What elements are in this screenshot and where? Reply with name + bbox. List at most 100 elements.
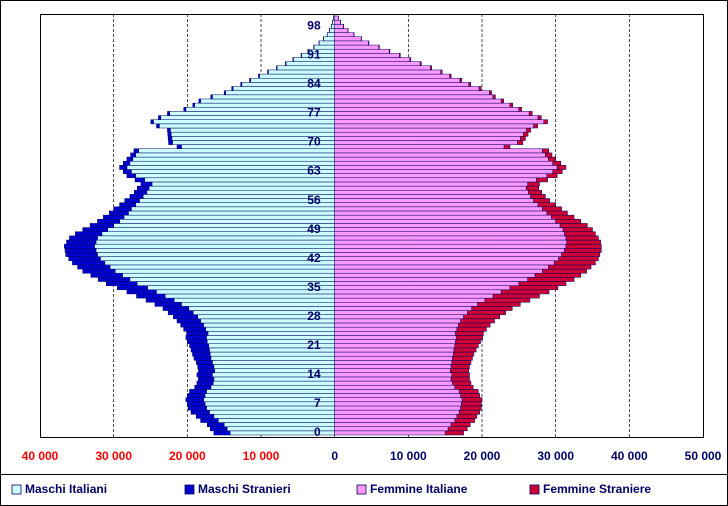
bar (334, 405, 461, 411)
bar (122, 272, 335, 278)
bar (119, 165, 128, 170)
x-tick-label: 40 000 (611, 449, 648, 463)
bar (334, 32, 355, 37)
bar (334, 318, 461, 324)
bar (132, 156, 335, 162)
bar (453, 351, 475, 357)
bar (241, 82, 335, 87)
bar (334, 401, 462, 407)
bar (72, 260, 106, 266)
bar (334, 48, 390, 54)
bar (334, 82, 469, 87)
bar (334, 351, 454, 357)
bar (500, 289, 550, 295)
bar (209, 351, 335, 357)
bar (460, 405, 482, 411)
bar (528, 111, 533, 116)
bar (162, 306, 190, 311)
bar (388, 48, 391, 54)
bar (334, 115, 539, 120)
bar (460, 318, 495, 324)
bar (187, 405, 207, 411)
bar (334, 360, 453, 365)
bar (334, 219, 556, 224)
bar (334, 389, 460, 394)
bar (334, 322, 459, 328)
legend-swatch (356, 484, 367, 495)
bar (430, 65, 433, 71)
bar (503, 144, 511, 150)
y-tick-label: 56 (307, 193, 321, 207)
bar (492, 94, 496, 100)
bar (334, 301, 478, 307)
x-tick-label: 20 000 (169, 449, 206, 463)
bar (518, 281, 567, 286)
bar (334, 131, 524, 137)
bar (198, 368, 215, 374)
bar (559, 223, 588, 228)
bar (561, 252, 601, 257)
bar (64, 243, 95, 249)
bar (183, 107, 187, 112)
bar (194, 384, 212, 390)
bar (334, 202, 539, 208)
bar (231, 86, 234, 91)
bar (168, 140, 173, 145)
bar (276, 65, 278, 71)
bar (89, 223, 114, 228)
bar (334, 260, 555, 266)
bar (334, 148, 543, 154)
bar (95, 248, 335, 253)
bar (158, 115, 162, 120)
bar (489, 90, 492, 96)
bar (213, 430, 231, 436)
x-tick-label: 30 000 (537, 449, 574, 463)
bar (104, 260, 335, 266)
bar (527, 181, 540, 187)
bar (151, 181, 335, 187)
bar (334, 281, 520, 286)
bar (334, 243, 567, 249)
bar (334, 77, 461, 83)
bar (455, 335, 483, 340)
bar (187, 393, 206, 398)
bar (109, 264, 335, 270)
bar (167, 111, 170, 116)
bar (135, 173, 335, 179)
bar (334, 177, 537, 183)
x-tick-label: 10 000 (243, 449, 280, 463)
bar (334, 310, 468, 315)
bar (129, 194, 144, 199)
bar (334, 364, 452, 369)
y-tick-label: 14 (307, 367, 321, 381)
bar (210, 384, 335, 390)
bar (200, 98, 335, 104)
legend-swatch (184, 484, 195, 495)
bar (334, 285, 511, 291)
x-tick-label: 40 000 (22, 449, 59, 463)
bar (332, 19, 335, 25)
bar (450, 422, 471, 427)
bar (456, 326, 487, 332)
bar (134, 177, 145, 183)
bar (455, 339, 481, 344)
bar (323, 36, 335, 42)
y-tick-label: 84 (307, 77, 321, 91)
bar (240, 82, 243, 87)
y-tick-label: 28 (307, 309, 321, 323)
bar (167, 136, 173, 141)
bar (135, 202, 335, 208)
bar (164, 293, 335, 299)
bar (452, 380, 472, 386)
bar (156, 123, 160, 129)
bar (334, 355, 453, 361)
bar (533, 198, 551, 203)
bar (331, 24, 335, 29)
bar (198, 376, 215, 382)
bar (106, 281, 138, 286)
bar (249, 77, 251, 83)
bar (451, 372, 470, 378)
bar (212, 94, 335, 100)
y-tick-label: 42 (307, 251, 321, 265)
